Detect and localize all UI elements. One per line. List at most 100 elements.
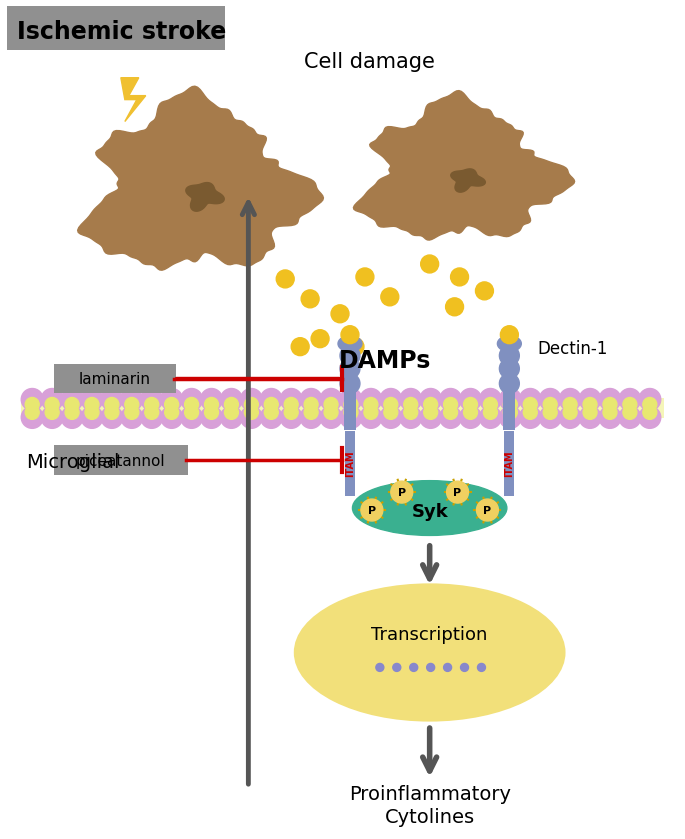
Circle shape: [61, 406, 83, 429]
Circle shape: [145, 398, 159, 411]
Circle shape: [583, 398, 597, 411]
Circle shape: [45, 398, 59, 411]
Circle shape: [346, 337, 364, 356]
Circle shape: [81, 388, 103, 410]
Bar: [21, 399, 664, 419]
Circle shape: [240, 388, 262, 410]
Text: laminarin: laminarin: [79, 372, 151, 387]
Circle shape: [300, 406, 322, 429]
Circle shape: [380, 388, 402, 410]
Circle shape: [384, 405, 398, 420]
Circle shape: [101, 388, 123, 410]
Polygon shape: [77, 86, 323, 270]
Text: Cell damage: Cell damage: [304, 52, 436, 72]
Circle shape: [141, 388, 163, 410]
Text: P: P: [453, 488, 462, 498]
Circle shape: [500, 326, 519, 344]
Ellipse shape: [295, 585, 564, 720]
Circle shape: [579, 406, 601, 429]
Circle shape: [444, 398, 458, 411]
Circle shape: [391, 481, 413, 503]
Circle shape: [519, 406, 541, 429]
Circle shape: [539, 406, 561, 429]
Text: P: P: [484, 506, 492, 516]
Circle shape: [499, 358, 519, 378]
Text: Ischemic stroke: Ischemic stroke: [17, 20, 227, 44]
Circle shape: [181, 406, 203, 429]
Circle shape: [291, 337, 309, 356]
Circle shape: [623, 405, 637, 420]
Circle shape: [324, 398, 338, 411]
Circle shape: [583, 405, 597, 420]
Circle shape: [185, 398, 199, 411]
Circle shape: [205, 405, 219, 420]
Circle shape: [331, 305, 349, 323]
Circle shape: [121, 388, 142, 410]
Circle shape: [284, 398, 298, 411]
Bar: [503, 387, 515, 430]
Circle shape: [639, 388, 661, 410]
Text: ITAM: ITAM: [345, 451, 355, 477]
Circle shape: [240, 406, 262, 429]
Circle shape: [221, 406, 242, 429]
Circle shape: [41, 406, 63, 429]
FancyBboxPatch shape: [54, 363, 175, 393]
Circle shape: [65, 405, 79, 420]
Circle shape: [320, 406, 342, 429]
Circle shape: [400, 388, 422, 410]
Circle shape: [460, 406, 482, 429]
Text: ITAM: ITAM: [504, 451, 514, 477]
Polygon shape: [353, 91, 575, 240]
Circle shape: [304, 405, 318, 420]
Circle shape: [499, 346, 519, 366]
Circle shape: [503, 398, 517, 411]
Circle shape: [164, 405, 179, 420]
Polygon shape: [121, 78, 146, 122]
Circle shape: [205, 398, 219, 411]
Circle shape: [444, 405, 458, 420]
Circle shape: [164, 398, 179, 411]
Bar: [345, 431, 355, 496]
FancyBboxPatch shape: [54, 446, 188, 475]
Circle shape: [65, 398, 79, 411]
Circle shape: [440, 406, 462, 429]
Circle shape: [376, 664, 384, 671]
Circle shape: [264, 398, 278, 411]
Circle shape: [643, 398, 657, 411]
Circle shape: [221, 388, 242, 410]
Circle shape: [599, 388, 621, 410]
Circle shape: [125, 398, 139, 411]
Text: Syk: Syk: [411, 503, 448, 521]
Circle shape: [619, 388, 641, 410]
Circle shape: [464, 398, 477, 411]
Circle shape: [579, 388, 601, 410]
Circle shape: [264, 405, 278, 420]
Circle shape: [300, 388, 322, 410]
Circle shape: [21, 388, 43, 410]
Circle shape: [475, 282, 493, 300]
Circle shape: [563, 398, 577, 411]
Circle shape: [181, 388, 203, 410]
Circle shape: [364, 398, 378, 411]
Circle shape: [341, 326, 359, 344]
Circle shape: [61, 388, 83, 410]
Circle shape: [523, 405, 537, 420]
Circle shape: [324, 405, 338, 420]
Polygon shape: [186, 183, 224, 211]
Circle shape: [320, 388, 342, 410]
Circle shape: [380, 406, 402, 429]
Circle shape: [484, 398, 497, 411]
Circle shape: [424, 398, 438, 411]
Circle shape: [479, 388, 501, 410]
Circle shape: [543, 405, 557, 420]
Circle shape: [477, 499, 499, 521]
Ellipse shape: [353, 481, 507, 535]
FancyBboxPatch shape: [8, 6, 225, 50]
Circle shape: [523, 398, 537, 411]
Circle shape: [410, 664, 418, 671]
Circle shape: [276, 270, 294, 288]
Circle shape: [340, 388, 362, 410]
Circle shape: [543, 398, 557, 411]
Circle shape: [427, 664, 435, 671]
Circle shape: [643, 405, 657, 420]
